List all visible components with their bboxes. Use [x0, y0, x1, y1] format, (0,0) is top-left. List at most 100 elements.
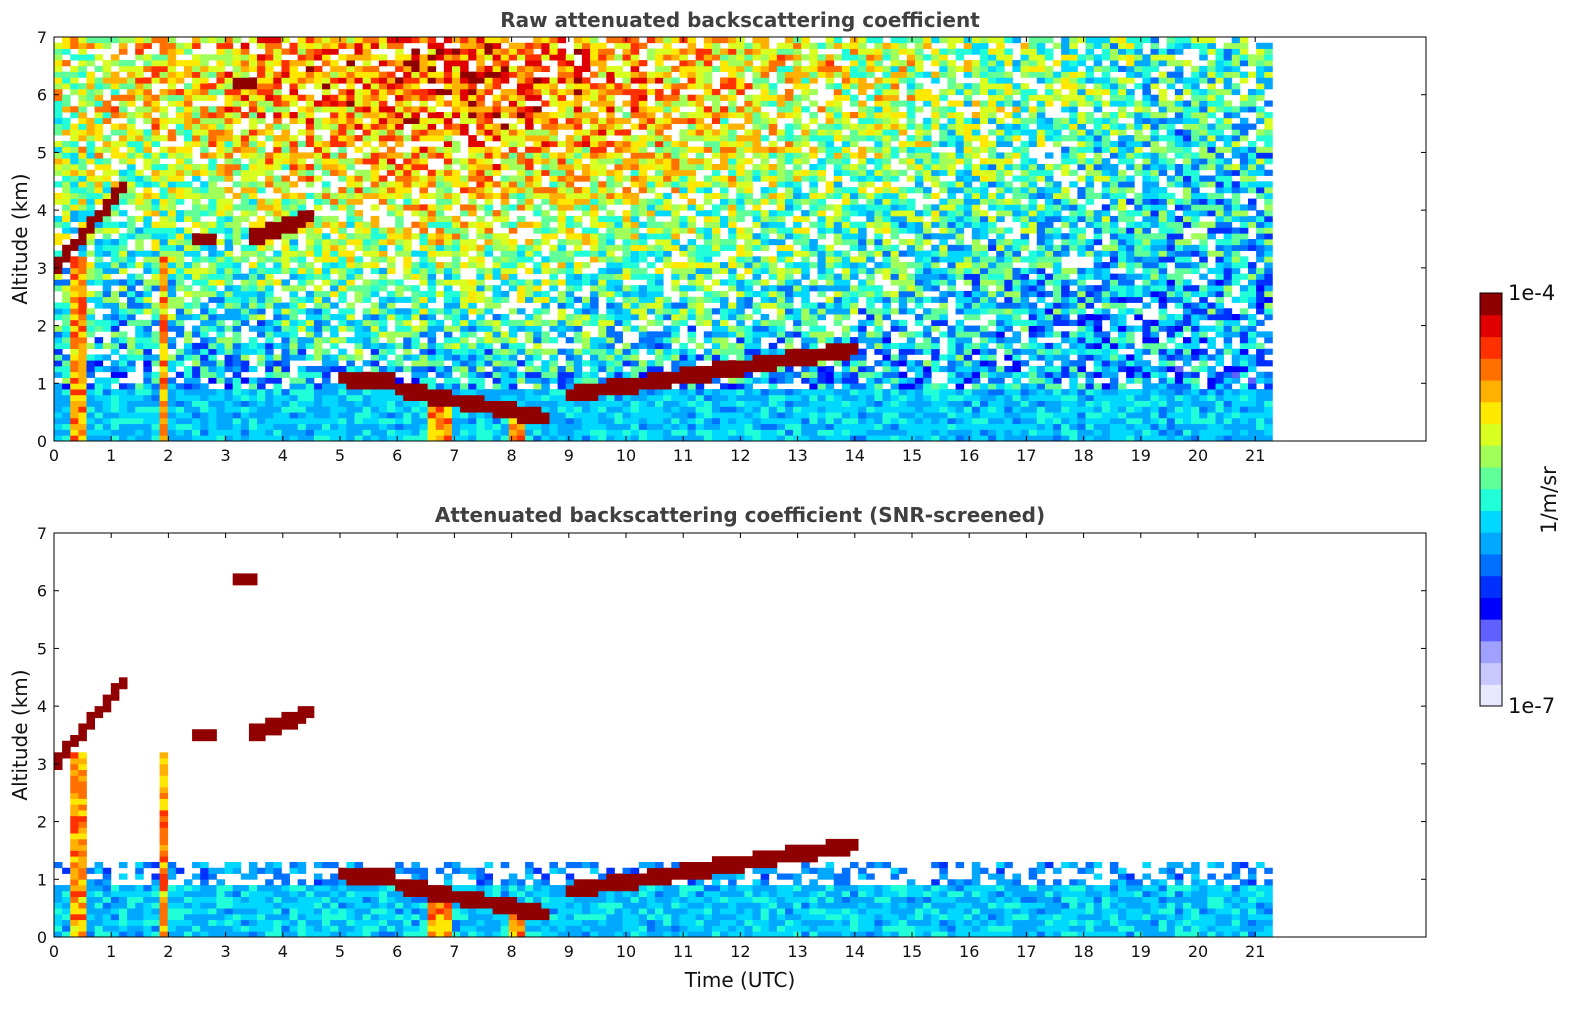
heatmap-cell: [476, 215, 485, 223]
heatmap-cell: [484, 210, 494, 217]
heatmap-cell: [200, 146, 209, 153]
heatmap-cell: [86, 290, 96, 298]
heatmap-cell: [614, 371, 623, 378]
heatmap-cell: [338, 77, 347, 84]
heatmap-cell: [655, 279, 664, 286]
heatmap-cell: [395, 140, 404, 148]
heatmap-cell: [452, 296, 461, 303]
heatmap-cell: [427, 290, 437, 298]
heatmap-cell: [183, 273, 193, 280]
heatmap-cell: [606, 187, 615, 194]
heatmap-cell: [403, 192, 412, 199]
heatmap-cell: [135, 262, 144, 269]
heatmap-cell: [736, 279, 745, 286]
heatmap-cell: [687, 221, 697, 228]
heatmap-cell: [151, 158, 160, 165]
heatmap-cell: [525, 117, 534, 124]
heatmap-cell: [232, 267, 242, 275]
heatmap-cell: [598, 233, 607, 240]
heatmap-cell: [346, 221, 355, 228]
heatmap-cell: [606, 256, 615, 263]
heatmap-cell: [581, 112, 591, 119]
heatmap-cell: [695, 319, 705, 326]
heatmap-cell: [630, 360, 640, 367]
heatmap-cell: [127, 319, 136, 326]
heatmap-cell: [443, 146, 453, 153]
heatmap-cell: [159, 308, 169, 315]
heatmap-cell: [224, 94, 234, 101]
heatmap-cell: [508, 42, 518, 49]
heatmap-cell: [630, 383, 640, 390]
heatmap-cell: [370, 342, 380, 350]
heatmap-cell: [703, 273, 713, 280]
heatmap-cell: [159, 221, 169, 228]
heatmap-cell: [435, 262, 445, 269]
heatmap-cell: [183, 169, 193, 176]
heatmap-cell: [216, 290, 225, 298]
heatmap-cell: [606, 88, 615, 96]
heatmap-cell: [655, 71, 664, 78]
heatmap-cell: [208, 256, 217, 263]
heatmap-cell: [630, 308, 640, 315]
heatmap-cell: [330, 169, 339, 176]
heatmap-cell: [419, 279, 429, 286]
heatmap-cell: [200, 221, 209, 228]
heatmap-cell: [695, 106, 705, 113]
heatmap-cell: [646, 319, 656, 326]
heatmap-cell: [257, 77, 266, 84]
heatmap-cell: [54, 215, 63, 223]
heatmap-cell: [687, 389, 697, 396]
heatmap-cell: [159, 406, 169, 413]
heatmap-cell: [313, 337, 323, 344]
heatmap-cell: [248, 129, 258, 136]
heatmap-cell: [460, 406, 469, 413]
heatmap-cell: [175, 423, 185, 430]
heatmap-cell: [525, 83, 534, 90]
heatmap-cell: [703, 163, 713, 171]
heatmap-cell: [273, 106, 282, 113]
heatmap-cell: [78, 412, 87, 419]
heatmap-cell: [443, 417, 453, 425]
heatmap-cell: [248, 400, 258, 407]
heatmap-cell: [143, 94, 152, 101]
heatmap-cell: [533, 308, 542, 315]
heatmap-cell: [151, 256, 160, 263]
heatmap-cell: [468, 279, 477, 286]
heatmap-cell: [541, 435, 550, 442]
heatmap-cell: [273, 314, 282, 321]
heatmap-cell: [516, 296, 526, 303]
heatmap-cell: [378, 60, 388, 67]
heatmap-cell: [78, 94, 87, 101]
heatmap-cell: [110, 83, 120, 90]
heatmap-cell: [476, 285, 485, 292]
heatmap-cell: [573, 337, 583, 344]
heatmap-cell: [94, 187, 104, 194]
heatmap-cell: [94, 325, 104, 332]
heatmap-cell: [663, 348, 672, 355]
heatmap-cell: [102, 215, 112, 223]
heatmap-cell: [192, 192, 201, 199]
heatmap-cell: [192, 348, 201, 355]
heatmap-cell: [70, 262, 79, 269]
heatmap-cell: [78, 135, 87, 142]
heatmap-cell: [183, 400, 193, 407]
heatmap-cell: [598, 60, 607, 67]
heatmap-cell: [427, 331, 437, 338]
heatmap-cell: [581, 273, 591, 280]
heatmap-cell: [460, 221, 469, 228]
heatmap-cell: [232, 325, 242, 332]
heatmap-cell: [135, 192, 144, 199]
heatmap-cell: [183, 181, 193, 188]
heatmap-cell: [159, 417, 169, 425]
heatmap-cell: [183, 337, 193, 344]
heatmap-cell: [313, 435, 323, 442]
heatmap-cell: [86, 215, 96, 223]
heatmap-cell: [484, 285, 494, 292]
heatmap-cell: [313, 175, 323, 182]
heatmap-cell: [62, 94, 71, 101]
heatmap-cell: [118, 244, 128, 251]
heatmap-cell: [216, 267, 225, 275]
heatmap-cell: [110, 192, 120, 199]
heatmap-cell: [354, 262, 364, 269]
heatmap-cell: [508, 400, 518, 407]
